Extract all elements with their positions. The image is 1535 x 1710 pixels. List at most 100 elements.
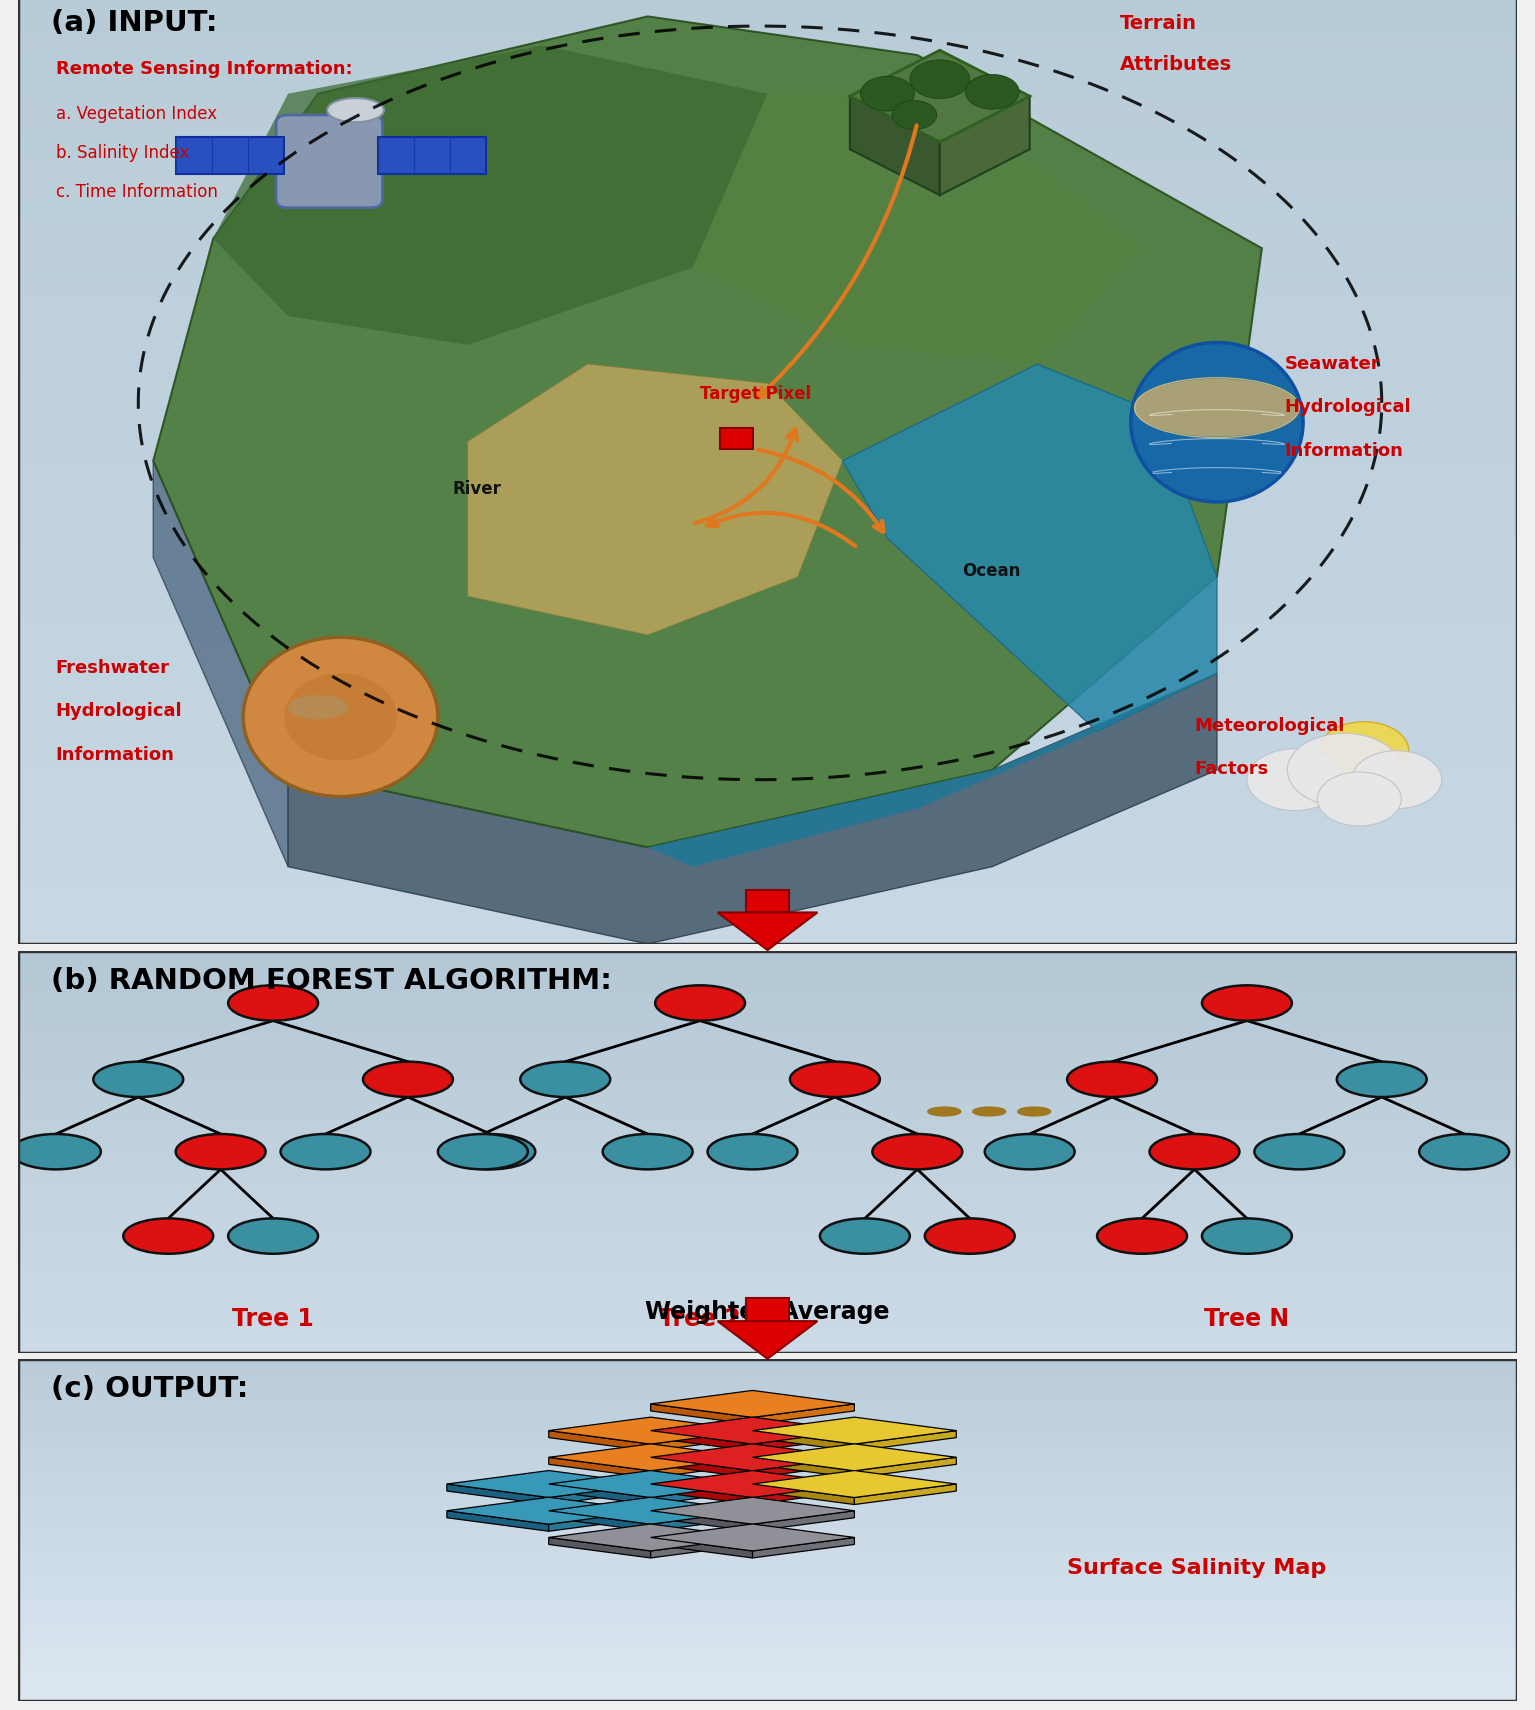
- Polygon shape: [752, 1443, 956, 1471]
- Text: Information: Information: [1285, 441, 1403, 460]
- Circle shape: [861, 77, 915, 111]
- Polygon shape: [651, 1484, 752, 1505]
- Polygon shape: [550, 1457, 651, 1477]
- Text: (b) RANDOM FOREST ALGORITHM:: (b) RANDOM FOREST ALGORITHM:: [51, 966, 612, 995]
- Polygon shape: [752, 1484, 855, 1505]
- Ellipse shape: [229, 985, 318, 1021]
- Polygon shape: [289, 674, 1217, 944]
- Polygon shape: [651, 1404, 752, 1424]
- Ellipse shape: [1420, 1134, 1509, 1170]
- Ellipse shape: [520, 1062, 611, 1098]
- Ellipse shape: [437, 1134, 528, 1170]
- Text: Tree 2: Tree 2: [659, 1306, 741, 1330]
- Circle shape: [1018, 1106, 1050, 1117]
- Polygon shape: [850, 50, 1030, 142]
- Polygon shape: [651, 1443, 855, 1471]
- Circle shape: [1352, 751, 1441, 809]
- FancyBboxPatch shape: [276, 115, 382, 207]
- Polygon shape: [651, 1510, 752, 1530]
- Ellipse shape: [655, 985, 744, 1021]
- Polygon shape: [752, 1510, 855, 1530]
- FancyBboxPatch shape: [746, 889, 789, 913]
- Ellipse shape: [791, 1062, 880, 1098]
- Ellipse shape: [820, 1219, 910, 1253]
- Polygon shape: [154, 460, 289, 867]
- Circle shape: [1246, 749, 1343, 811]
- Polygon shape: [692, 94, 1142, 364]
- Text: Meteorological: Meteorological: [1194, 716, 1345, 735]
- Polygon shape: [651, 1484, 752, 1505]
- Ellipse shape: [1098, 1219, 1187, 1253]
- Polygon shape: [718, 1322, 817, 1359]
- Text: Factors: Factors: [1194, 761, 1269, 778]
- Ellipse shape: [708, 1134, 798, 1170]
- Ellipse shape: [1202, 1219, 1292, 1253]
- Polygon shape: [752, 1457, 855, 1477]
- Polygon shape: [550, 1498, 752, 1524]
- Circle shape: [927, 1106, 961, 1117]
- Polygon shape: [550, 1537, 651, 1558]
- Ellipse shape: [1067, 1062, 1157, 1098]
- Text: (a) INPUT:: (a) INPUT:: [51, 9, 218, 36]
- Polygon shape: [550, 1524, 752, 1551]
- Text: Hydrological: Hydrological: [1285, 398, 1411, 416]
- Polygon shape: [468, 364, 843, 634]
- Ellipse shape: [1254, 1134, 1345, 1170]
- FancyBboxPatch shape: [378, 137, 487, 174]
- Polygon shape: [550, 1510, 651, 1530]
- Polygon shape: [843, 364, 1217, 732]
- Polygon shape: [855, 1484, 956, 1505]
- Ellipse shape: [94, 1062, 183, 1098]
- Text: Surface Salinity Map: Surface Salinity Map: [1067, 1558, 1326, 1578]
- Ellipse shape: [1131, 342, 1303, 503]
- Ellipse shape: [1202, 985, 1292, 1021]
- Polygon shape: [651, 1431, 752, 1452]
- Polygon shape: [447, 1510, 550, 1530]
- Polygon shape: [855, 1431, 956, 1452]
- Text: Tree N: Tree N: [1205, 1306, 1289, 1330]
- Polygon shape: [651, 1537, 752, 1558]
- Polygon shape: [648, 674, 1217, 867]
- FancyBboxPatch shape: [720, 428, 752, 450]
- Text: Weighted Average: Weighted Average: [645, 1301, 890, 1325]
- Circle shape: [973, 1106, 1005, 1117]
- Polygon shape: [447, 1471, 651, 1498]
- Polygon shape: [855, 1457, 956, 1477]
- Circle shape: [892, 101, 936, 130]
- Polygon shape: [752, 1418, 956, 1445]
- Polygon shape: [651, 1457, 752, 1477]
- Ellipse shape: [985, 1134, 1074, 1170]
- Polygon shape: [651, 1390, 855, 1418]
- Polygon shape: [651, 1471, 855, 1498]
- Polygon shape: [752, 1471, 956, 1498]
- Ellipse shape: [1337, 1062, 1426, 1098]
- Polygon shape: [651, 1431, 752, 1452]
- Polygon shape: [651, 1418, 855, 1445]
- Polygon shape: [752, 1484, 855, 1505]
- Polygon shape: [939, 96, 1030, 195]
- Polygon shape: [550, 1443, 752, 1471]
- Ellipse shape: [1150, 1134, 1239, 1170]
- FancyBboxPatch shape: [746, 1298, 789, 1322]
- Polygon shape: [550, 1510, 651, 1530]
- Circle shape: [966, 75, 1019, 109]
- Text: a. Vegetation Index: a. Vegetation Index: [55, 106, 216, 123]
- Polygon shape: [447, 1498, 651, 1524]
- Text: Seawater: Seawater: [1285, 354, 1380, 373]
- Ellipse shape: [872, 1134, 962, 1170]
- Polygon shape: [550, 1431, 651, 1452]
- Polygon shape: [752, 1457, 855, 1477]
- FancyBboxPatch shape: [175, 137, 284, 174]
- Text: Remote Sensing Information:: Remote Sensing Information:: [55, 60, 353, 79]
- Ellipse shape: [289, 696, 348, 720]
- Circle shape: [1317, 771, 1401, 826]
- Ellipse shape: [327, 97, 384, 121]
- Text: b. Salinity Index: b. Salinity Index: [55, 144, 189, 162]
- Ellipse shape: [362, 1062, 453, 1098]
- Polygon shape: [550, 1471, 752, 1498]
- Ellipse shape: [281, 1134, 370, 1170]
- Polygon shape: [752, 1431, 855, 1452]
- Polygon shape: [850, 96, 939, 195]
- Ellipse shape: [229, 1219, 318, 1253]
- Text: (c) OUTPUT:: (c) OUTPUT:: [51, 1375, 249, 1402]
